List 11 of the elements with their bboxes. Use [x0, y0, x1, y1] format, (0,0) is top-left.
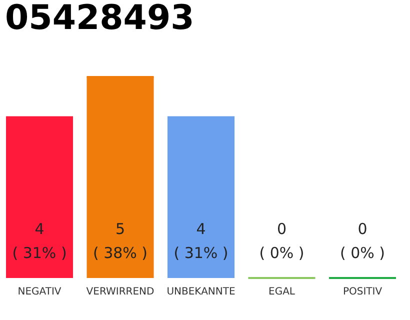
x-tick-label: POSITIV — [342, 286, 382, 298]
x-tick-label: NEGATIV — [18, 286, 62, 298]
data-label: 0 ( 0% ) — [340, 220, 386, 262]
chart-title: 05428493 — [5, 0, 194, 38]
x-tick-label: EGAL — [268, 286, 296, 298]
data-label: 4 ( 31% ) — [12, 220, 67, 262]
data-label: 0 ( 0% ) — [259, 220, 304, 262]
x-tick-label: VERWIRREND — [86, 286, 155, 298]
data-label: 4 ( 31% ) — [174, 220, 228, 262]
data-label: 5 ( 38% ) — [92, 220, 148, 262]
x-tick-label: UNBEKANNTE — [166, 286, 236, 298]
